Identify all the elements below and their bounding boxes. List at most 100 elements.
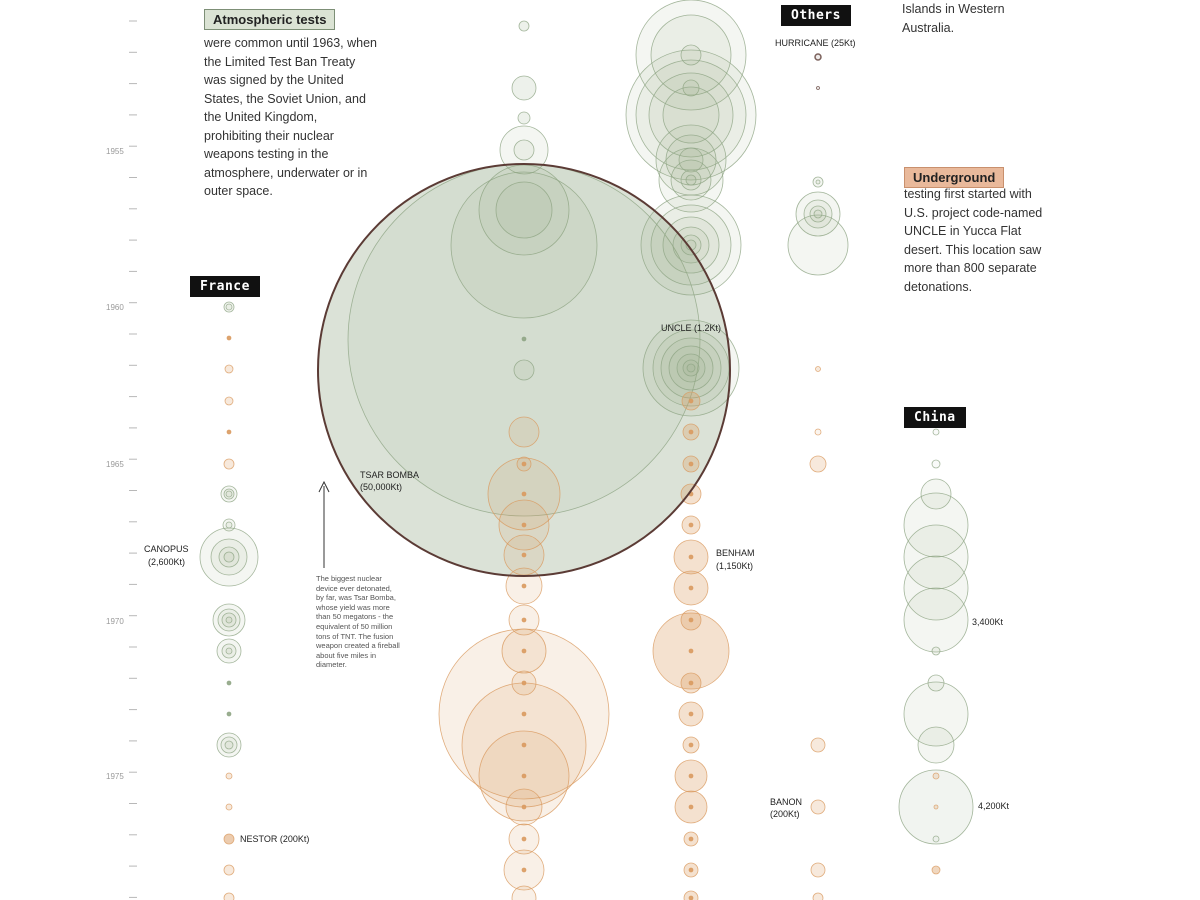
year-tick-label: 1965 (106, 460, 124, 469)
test-dot (226, 680, 232, 686)
test-bubble (225, 803, 233, 811)
bubble-layer (199, 0, 974, 900)
tsar-bomba-name: TSAR BOMBA (360, 470, 420, 480)
test-bubble (513, 359, 535, 381)
test-bubble (680, 234, 702, 256)
test-bubble (225, 490, 233, 498)
atmospheric-tests-description: were common until 1963, when the Limited … (204, 34, 404, 201)
test-dot (521, 617, 527, 623)
test-bubble (225, 616, 233, 624)
test-bubble (635, 0, 747, 111)
test-dot (521, 552, 527, 558)
test-bubble (648, 72, 734, 158)
test-bubble (223, 458, 235, 470)
underground-description: testing first started with U.S. project c… (904, 185, 1074, 296)
test-bubble (809, 205, 827, 223)
text-line: outer space. (204, 184, 273, 198)
highlight-layer (317, 163, 731, 577)
text-line: weapon created a fireball (316, 641, 400, 651)
text-line: Islands in Western (902, 2, 1005, 16)
test-bubble (642, 319, 740, 417)
text-line: detonations. (904, 279, 973, 294)
benham-name: BENHAM (716, 548, 755, 558)
test-bubble (495, 181, 553, 239)
text-line: prohibiting their nuclear (204, 128, 334, 143)
test-dot (688, 429, 694, 435)
test-bubble (685, 174, 697, 186)
test-dot (688, 895, 694, 900)
test-bubble (810, 737, 826, 753)
test-bubble (223, 301, 235, 313)
text-line: atmosphere, underwater or in (204, 165, 368, 180)
test-bubble (513, 139, 535, 161)
tsar-bomba-ring (317, 163, 731, 577)
test-bubble (220, 485, 238, 503)
test-bubble (680, 169, 702, 191)
test-bubble (672, 226, 710, 264)
test-dot (521, 836, 527, 842)
benham-yield: (1,150Kt) (716, 561, 754, 571)
text-line: tons of TNT. The fusion (316, 631, 394, 641)
test-bubble (903, 681, 969, 747)
test-dot (688, 554, 694, 560)
test-bubble (518, 20, 530, 32)
test-bubble (225, 521, 233, 529)
text-line: States, the Soviet Union, and (204, 91, 366, 106)
tsar-bomba-yield: (50,000Kt) (360, 482, 403, 492)
test-dot (688, 773, 694, 779)
text-line: Australia. (902, 20, 955, 35)
test-bubble (931, 459, 941, 469)
test-bubble (920, 478, 952, 510)
uncle-label: UNCLE (1.2Kt) (661, 323, 722, 333)
test-bubble (450, 171, 598, 319)
test-dot (521, 461, 527, 467)
test-dot (688, 680, 694, 686)
test-bubble (508, 416, 540, 448)
test-dot (688, 742, 694, 748)
test-bubble (662, 86, 720, 144)
test-bubble (650, 14, 732, 96)
test-dot (688, 836, 694, 842)
text-line: was signed by the United (204, 73, 344, 87)
underground-legend: Underground (904, 167, 1005, 188)
test-bubble (933, 804, 939, 810)
test-bubble (809, 455, 827, 473)
year-tick-label: 1970 (106, 617, 124, 626)
test-bubble (668, 345, 714, 391)
test-bubble (224, 740, 234, 750)
year-axis (129, 20, 137, 898)
test-dot (521, 522, 527, 528)
test-dot (688, 398, 694, 404)
test-dot (226, 711, 232, 717)
canopus-name: CANOPUS (144, 544, 189, 554)
test-bubble (658, 147, 724, 213)
test-dot (688, 522, 694, 528)
test-bubble (813, 209, 823, 219)
year-tick-label: 1955 (106, 147, 124, 156)
test-dot (521, 867, 527, 873)
test-bubble (812, 176, 824, 188)
test-bubble (499, 125, 549, 175)
test-bubble (814, 428, 822, 436)
canopus-bubble (199, 527, 259, 587)
test-bubble (812, 892, 824, 900)
test-dot (226, 429, 232, 435)
test-dot (521, 773, 527, 779)
test-bubble (803, 199, 833, 229)
test-bubble (225, 772, 233, 780)
test-bubble (221, 643, 237, 659)
test-dot (226, 335, 232, 341)
test-dot (521, 336, 527, 342)
test-bubble (225, 647, 233, 655)
text-line: testing first started with (904, 187, 1032, 201)
text-line: were common until 1963, when (204, 36, 378, 50)
text-line: weapons testing in the (204, 147, 329, 161)
test-dot (688, 867, 694, 873)
test-bubble (683, 890, 699, 900)
test-bubble (670, 159, 712, 201)
test-bubble (932, 428, 940, 436)
text-line: desert. This location saw (904, 242, 1042, 257)
test-dot (688, 617, 694, 623)
test-dot (688, 461, 694, 467)
